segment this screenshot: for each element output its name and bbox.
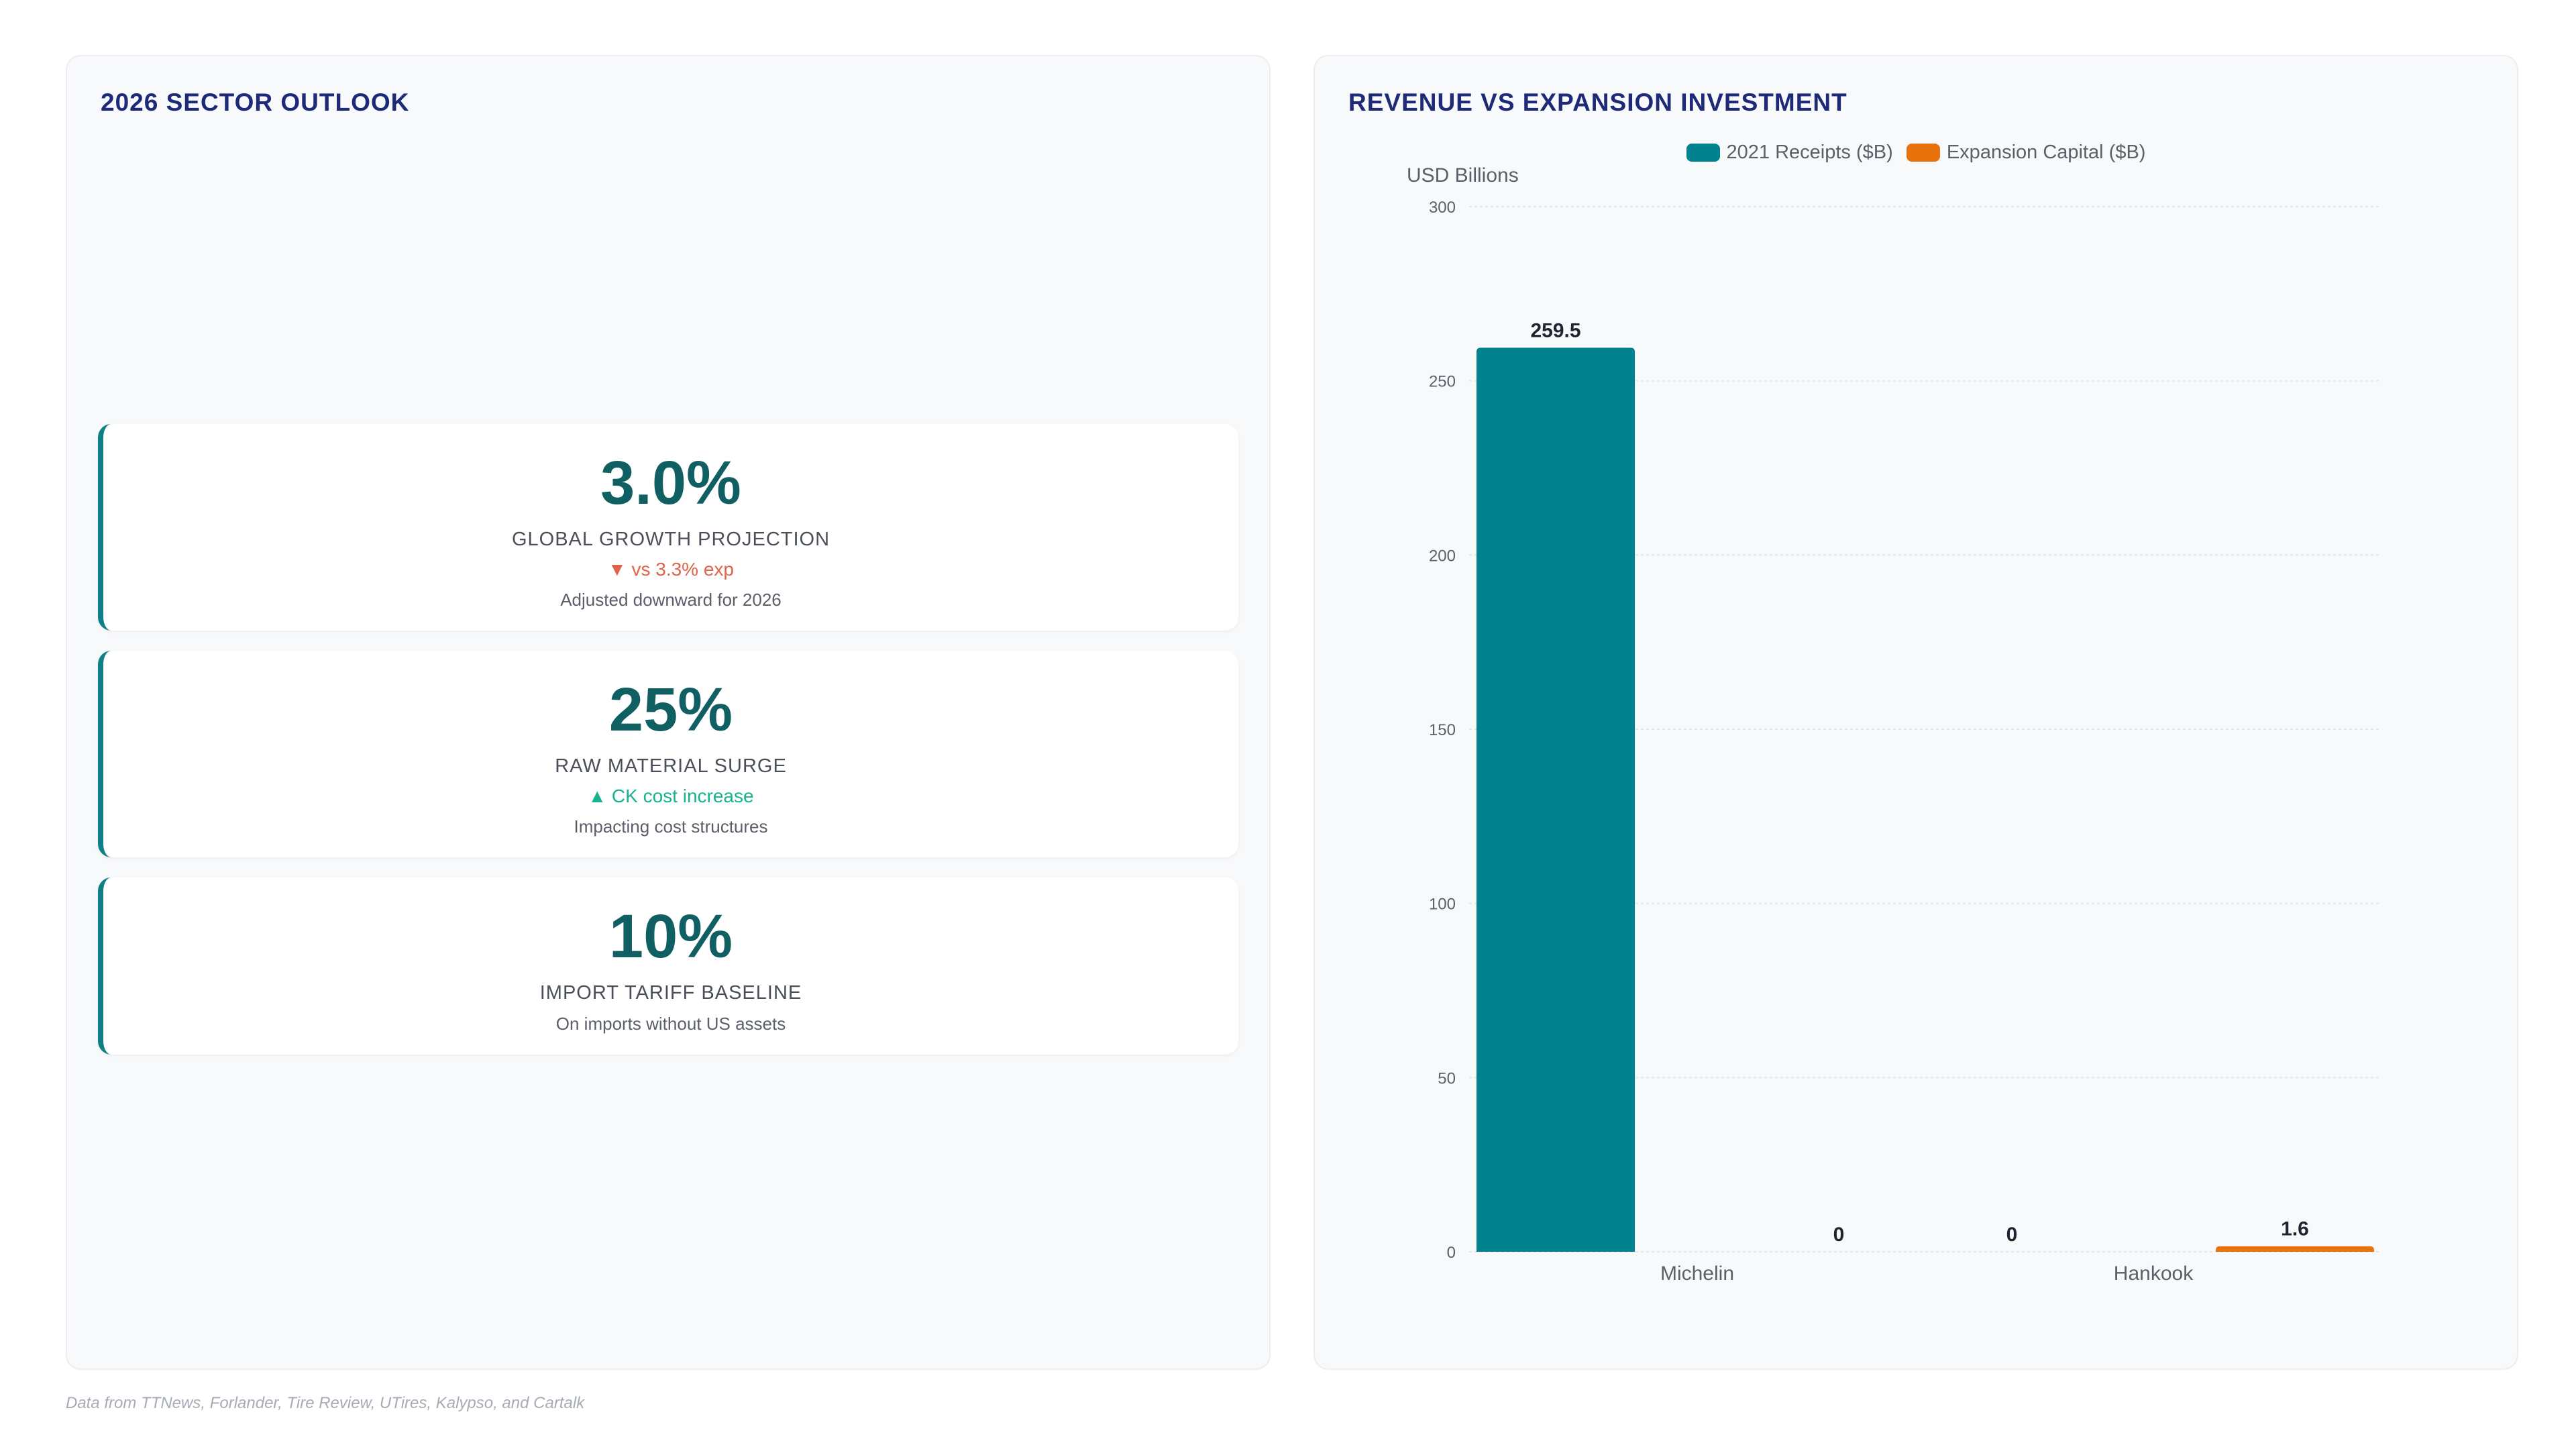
- y-tick-label: 0: [1447, 1244, 1456, 1262]
- y-tick-label: 100: [1429, 896, 1456, 914]
- bar: [1477, 347, 1635, 1252]
- kpi-label: RAW MATERIAL SURGE: [555, 755, 787, 777]
- kpi-value: 25%: [608, 676, 733, 744]
- kpi-label: GLOBAL GROWTH PROJECTION: [511, 529, 830, 550]
- revenue-chart-panel: REVENUE VS EXPANSION INVESTMENT 2021 Rec…: [1313, 55, 2518, 1370]
- y-tick-label: 200: [1429, 547, 1456, 565]
- kpi-card-tariff: 10% IMPORT TARIFF BASELINE On imports wi…: [98, 877, 1238, 1055]
- y-tick-label: 250: [1429, 373, 1456, 391]
- kpi-note: On imports without US assets: [555, 1014, 786, 1034]
- kpi-note: Impacting cost structures: [574, 816, 768, 837]
- panel-title: 2026 SECTOR OUTLOOK: [101, 89, 410, 116]
- kpi-delta: ▲ CK cost increase: [588, 786, 754, 806]
- legend-swatch: [1686, 144, 1720, 162]
- legend-label: Expansion Capital ($B): [1946, 142, 2146, 163]
- legend-item-receipts[interactable]: 2021 Receipts ($B): [1686, 142, 1893, 164]
- bar-chart: USD Billions 0 50 100 150 200 250 300 Michelin 25…: [1407, 164, 2381, 1285]
- y-tick-label: 150: [1429, 721, 1456, 739]
- x-category-label: Michelin: [1660, 1263, 1734, 1285]
- data-source-note: Data from TTNews, Forlander, Tire Review…: [66, 1394, 585, 1412]
- legend-swatch: [1906, 144, 1940, 162]
- y-tick-label: 300: [1429, 199, 1456, 217]
- kpi-card-raw-material: 25% RAW MATERIAL SURGE ▲ CK cost increas…: [98, 651, 1238, 857]
- chart-legend: 2021 Receipts ($B) Expansion Capital ($B…: [1315, 142, 2517, 164]
- kpi-label: IMPORT TARIFF BASELINE: [539, 982, 802, 1004]
- x-category-label: Hankook: [2114, 1263, 2194, 1285]
- bar-data-label: 1.6: [2281, 1218, 2309, 1240]
- y-tick-label: 50: [1438, 1069, 1456, 1087]
- kpi-value: 10%: [608, 902, 733, 971]
- legend-label: 2021 Receipts ($B): [1726, 142, 1893, 163]
- kpi-value: 3.0%: [600, 449, 741, 517]
- kpi-card-growth: 3.0% GLOBAL GROWTH PROJECTION ▼ vs 3.3% …: [98, 424, 1238, 631]
- y-axis-title: USD Billions: [1407, 164, 1519, 186]
- bar-data-label: 0: [2006, 1224, 2018, 1246]
- sector-outlook-panel: 2026 SECTOR OUTLOOK 3.0% GLOBAL GROWTH P…: [66, 55, 1271, 1370]
- bar: [2216, 1246, 2374, 1252]
- legend-item-expansion[interactable]: Expansion Capital ($B): [1906, 142, 2146, 164]
- kpi-delta: ▼ vs 3.3% exp: [607, 559, 734, 580]
- chart-title: REVENUE VS EXPANSION INVESTMENT: [1348, 89, 1847, 116]
- bar-data-label: 0: [1833, 1224, 1845, 1246]
- kpi-note: Adjusted downward for 2026: [560, 590, 782, 610]
- bar-data-label: 259.5: [1530, 319, 1580, 341]
